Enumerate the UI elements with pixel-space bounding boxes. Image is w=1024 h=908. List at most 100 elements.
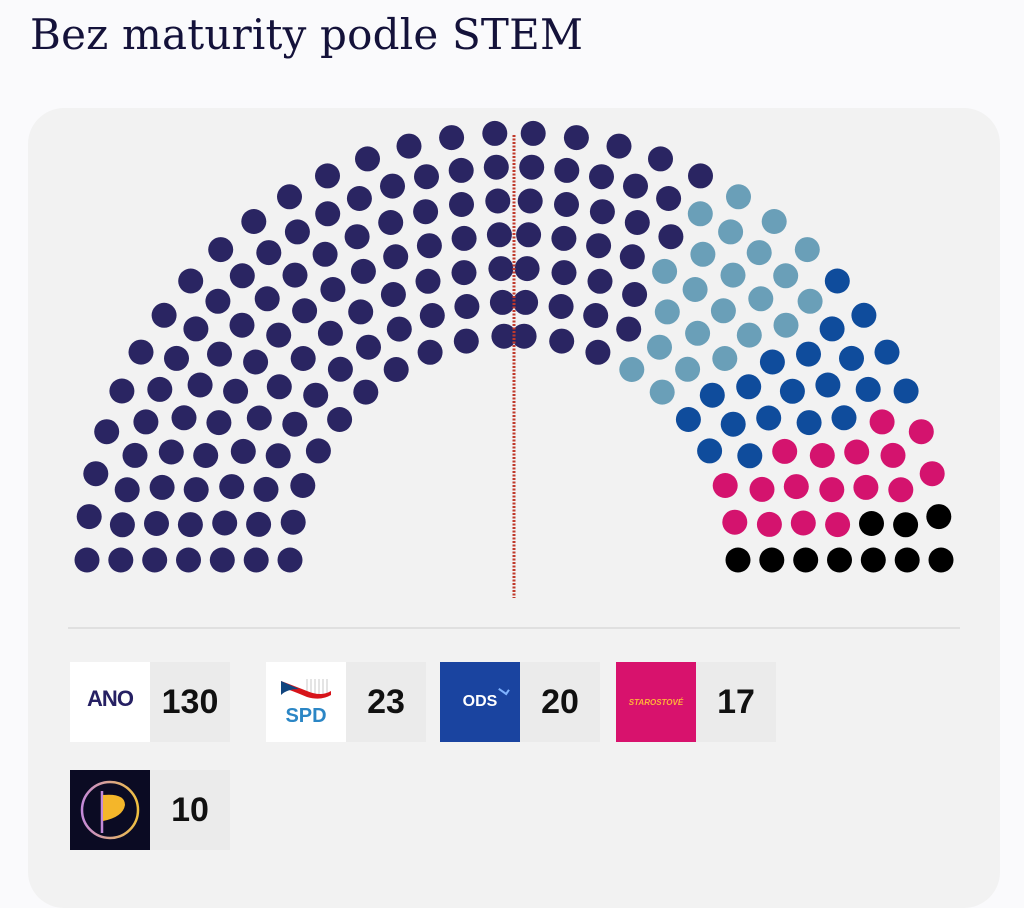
seat-dot <box>511 323 537 349</box>
seat-dot <box>453 328 479 354</box>
seat-dot <box>516 222 542 248</box>
seat-dot <box>756 405 782 431</box>
seat-dot <box>419 303 445 328</box>
seat-dot <box>720 411 746 437</box>
seat-dot <box>687 201 713 227</box>
seat-dot <box>587 268 613 294</box>
legend-item-ods[interactable]: ODS 20 <box>440 662 600 742</box>
czech-flag-icon <box>281 678 331 699</box>
legend-item-starostove[interactable]: STAROSTOVÉ 17 <box>616 662 776 742</box>
seat-dot <box>253 476 279 502</box>
seat-dot <box>277 184 302 210</box>
ano-logo-subtext <box>109 713 111 718</box>
legend-item-pirati[interactable]: 10 <box>70 770 230 850</box>
seat-dot <box>230 438 256 464</box>
seat-dot <box>229 263 255 289</box>
seat-dot <box>824 268 850 294</box>
seat-dot <box>712 346 738 371</box>
seat-dot <box>317 320 343 346</box>
seat-dot <box>94 419 120 445</box>
seat-dot <box>759 349 785 375</box>
seat-dot <box>888 477 914 503</box>
starostove-logo: STAROSTOVÉ <box>616 662 696 742</box>
seat-dot <box>831 405 857 431</box>
seat-dot <box>685 320 711 346</box>
seat-dot <box>554 157 580 183</box>
seat-dot <box>736 322 762 348</box>
seat-dot <box>282 262 308 288</box>
seat-dot <box>869 409 895 435</box>
seat-dot <box>178 268 204 294</box>
spd-logo: SPD <box>266 662 346 742</box>
seat-dot <box>658 224 684 250</box>
spd-logo-text: SPD <box>285 704 327 727</box>
seat-dot <box>654 299 680 325</box>
seat-dot <box>109 378 135 404</box>
seat-dot <box>158 439 184 465</box>
seat-dot <box>207 341 232 367</box>
seat-dot <box>809 443 835 468</box>
seat-dot <box>193 443 219 468</box>
seat-dot <box>520 120 546 146</box>
seat-dot <box>675 407 701 432</box>
seat-dot <box>486 222 512 248</box>
seat-dot <box>83 461 109 487</box>
seat-dot <box>413 199 439 225</box>
seat-dot <box>290 473 316 498</box>
seat-dot <box>844 439 870 465</box>
seat-dot <box>254 286 280 312</box>
seat-dot <box>209 547 235 573</box>
seat-dot <box>583 303 609 328</box>
seat-dot <box>344 224 370 250</box>
seat-dot <box>585 339 611 365</box>
seat-dot <box>926 504 952 530</box>
seat-dot <box>147 376 173 402</box>
bird-icon <box>498 684 511 696</box>
seat-dot <box>454 294 480 319</box>
seat-count: 10 <box>150 770 230 850</box>
seat-dot <box>894 547 920 573</box>
seat-dot <box>303 382 329 408</box>
seat-dot <box>746 240 772 266</box>
seat-dot <box>133 409 159 435</box>
seat-dot <box>144 511 169 536</box>
seat-dot <box>690 241 716 267</box>
seat-dot <box>266 374 292 400</box>
seat-dot <box>619 357 645 382</box>
seat-dot <box>76 504 102 530</box>
seat-dot <box>551 225 577 251</box>
seat-dot <box>514 256 540 282</box>
seat-dot <box>859 511 884 536</box>
seat-dot <box>513 289 539 315</box>
pirati-logo <box>70 770 150 850</box>
seat-dot <box>783 474 809 500</box>
seat-dot <box>652 258 678 284</box>
legend-item-spd[interactable]: SPD 23 <box>266 662 426 742</box>
seat-dot <box>586 233 612 259</box>
seat-dot <box>772 438 798 464</box>
legend-item-ano[interactable]: ANO 130 <box>70 662 230 742</box>
parliament-hemicycle <box>74 120 954 598</box>
seat-dot <box>737 443 763 469</box>
seat-dot <box>243 547 269 573</box>
seat-dot <box>874 339 900 365</box>
seat-dot <box>589 199 615 225</box>
seat-dot <box>551 260 577 286</box>
seat-dot <box>839 345 864 371</box>
seat-dot <box>265 443 291 469</box>
seat-dot <box>675 356 701 382</box>
seat-dot <box>212 510 238 536</box>
seat-dot <box>149 474 175 500</box>
seat-dot <box>697 438 723 464</box>
seat-dot <box>315 163 340 189</box>
seat-dot <box>164 345 189 371</box>
seat-dot <box>908 419 934 445</box>
seat-dot <box>819 477 845 503</box>
seat-dot <box>893 378 919 404</box>
seat-dot <box>860 547 886 573</box>
seat-dot <box>277 547 303 573</box>
pirate-flag-icon <box>80 780 140 840</box>
seat-dot <box>773 312 799 338</box>
seat-dot <box>448 157 474 183</box>
seat-dot <box>606 133 632 159</box>
